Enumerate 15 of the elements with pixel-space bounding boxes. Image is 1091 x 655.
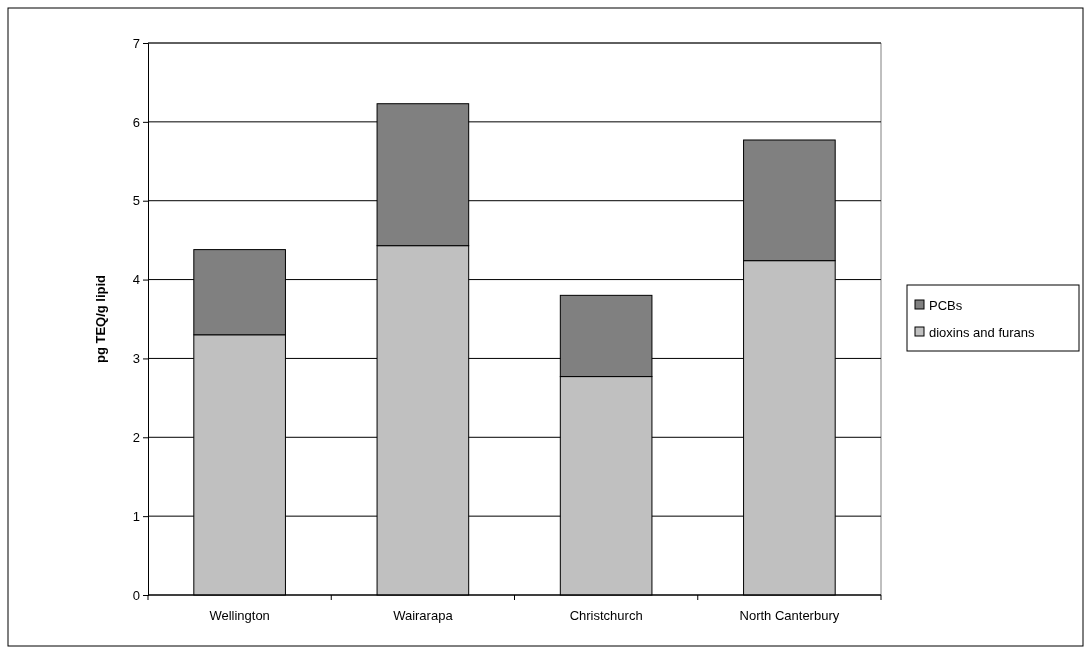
y-tick-label: 3 xyxy=(132,351,140,367)
y-tick-label: 6 xyxy=(132,114,140,130)
y-tick-label: 5 xyxy=(132,193,140,209)
x-tick-label: Christchurch xyxy=(569,608,643,623)
legend-label: PCBs xyxy=(929,297,963,313)
legend-label: dioxins and furans xyxy=(929,324,1036,340)
y-tick-label: 4 xyxy=(132,272,140,288)
x-tick-label: North Canterbury xyxy=(739,608,840,623)
x-tick-label: Wellington xyxy=(209,608,270,623)
y-tick-label: 7 xyxy=(132,35,140,51)
y-tick-label: 1 xyxy=(132,508,140,524)
y-axis-title: pg TEQ/g lipid xyxy=(93,274,108,364)
x-tick-label: Wairarapa xyxy=(393,608,454,623)
y-tick-label: 2 xyxy=(132,429,140,445)
y-tick-label: 0 xyxy=(132,587,140,603)
